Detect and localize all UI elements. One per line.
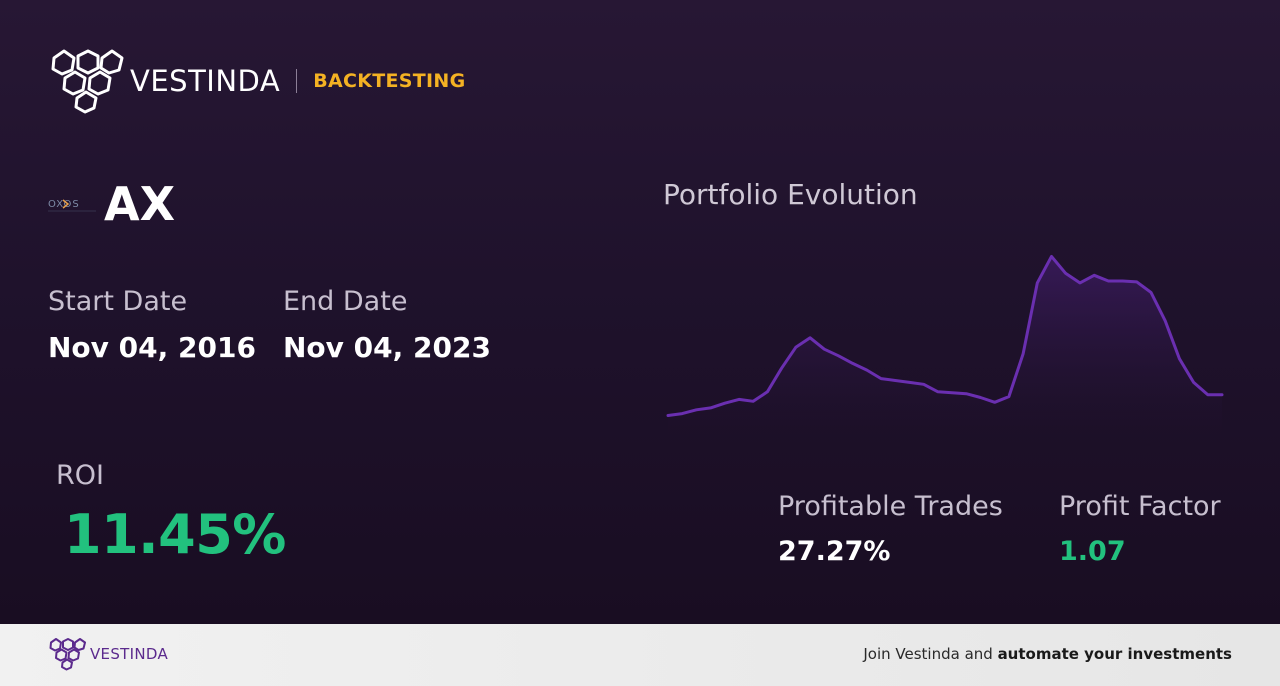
start-date-value: Nov 04, 2016 (48, 331, 256, 364)
profit-factor-value: 1.07 (1059, 536, 1126, 567)
footer-brand[interactable]: VESTINDA (48, 637, 168, 671)
footer-logo-icon (49, 638, 86, 671)
asset-row: OXOS AX (48, 177, 175, 231)
footer-brand-name: VESTINDA (90, 645, 169, 663)
roi-value: 11.45% (64, 503, 286, 566)
svg-text:OXOS: OXOS (48, 199, 80, 210)
portfolio-area (668, 256, 1222, 435)
footer: VESTINDA Join Vestinda and automate your… (0, 624, 1280, 686)
footer-cta-bold: automate your investments (997, 645, 1232, 663)
ticker-symbol: AX (104, 177, 176, 231)
chart-title: Portfolio Evolution (663, 178, 918, 211)
profit-factor-label: Profit Factor (1059, 491, 1221, 522)
footer-cta[interactable]: Join Vestinda and automate your investme… (863, 645, 1232, 663)
header-divider (296, 69, 298, 93)
end-date-label: End Date (283, 286, 408, 317)
oxos-logo: OXOS (48, 199, 96, 212)
end-date-value: Nov 04, 2023 (283, 331, 491, 364)
brand-name: VESTINDA (130, 64, 281, 98)
start-date-label: Start Date (48, 286, 188, 317)
product-label: BACKTESTING (313, 70, 466, 92)
profitable-trades-value: 27.27% (778, 536, 891, 567)
footer-cta-text: Join Vestinda and (863, 645, 998, 663)
profitable-trades-label: Profitable Trades (778, 491, 1003, 522)
header: VESTINDA BACKTESTING (48, 46, 466, 116)
portfolio-line (666, 254, 1224, 417)
vestinda-logo-icon (51, 49, 124, 114)
main-panel: VESTINDA BACKTESTING OXOS AX Start Date … (0, 0, 1280, 624)
roi-label: ROI (56, 460, 104, 491)
portfolio-chart (666, 254, 1224, 435)
